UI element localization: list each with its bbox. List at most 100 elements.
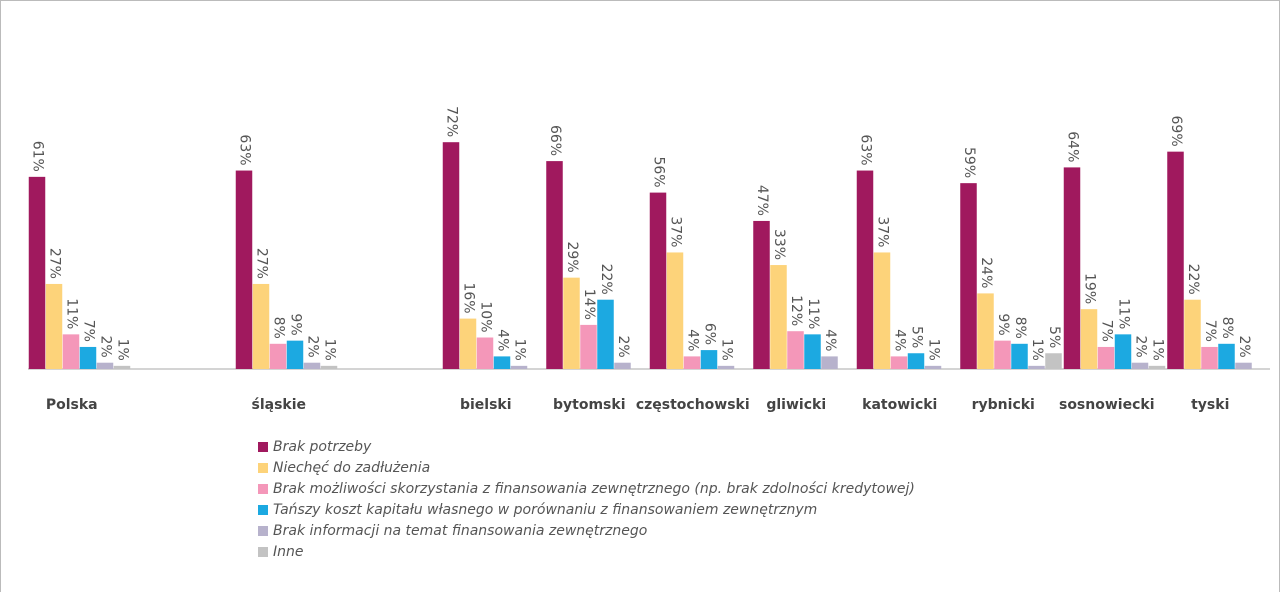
x-tick-label: gliwicki — [766, 397, 826, 413]
bar — [113, 365, 131, 369]
value-label: 33% — [771, 229, 787, 260]
bar — [649, 192, 667, 369]
bar — [614, 362, 631, 369]
legend-label: Niechęć do zadłużenia — [273, 460, 430, 476]
bar — [683, 356, 701, 369]
value-label: 1% — [511, 339, 527, 361]
value-label: 4% — [891, 329, 907, 351]
bar — [770, 265, 787, 369]
value-label: 27% — [253, 248, 269, 279]
value-label: 19% — [1081, 273, 1097, 304]
value-label: 37% — [667, 216, 683, 247]
bar — [1148, 365, 1166, 369]
bar — [459, 318, 477, 369]
bar — [1063, 167, 1081, 369]
bar — [442, 142, 460, 369]
value-label: 1% — [321, 339, 337, 361]
value-label: 63% — [857, 134, 873, 165]
value-label: 72% — [443, 106, 459, 137]
value-label: 12% — [788, 295, 804, 326]
value-label: 1% — [1029, 339, 1045, 361]
bar — [1218, 343, 1235, 369]
bar — [269, 343, 287, 369]
bar — [977, 293, 994, 369]
value-label: 8% — [1219, 317, 1235, 339]
bar — [1114, 334, 1132, 369]
bar — [320, 365, 338, 369]
bar — [890, 356, 908, 369]
bar — [510, 365, 528, 369]
bar — [1184, 299, 1201, 369]
value-label: 22% — [1185, 264, 1201, 295]
bar — [804, 334, 821, 369]
value-label: 27% — [46, 248, 62, 279]
value-label: 4% — [494, 329, 510, 351]
x-tick-label: Polska — [46, 397, 98, 413]
bar — [493, 356, 511, 369]
legend-marker — [258, 547, 268, 557]
bar — [994, 340, 1011, 369]
x-tick-label: bielski — [460, 397, 512, 413]
legend-label: Tańszy koszt kapitału własnego w porówna… — [273, 502, 817, 518]
bar — [563, 277, 580, 369]
x-tick-label: częstochowski — [636, 397, 750, 413]
bar — [1201, 346, 1218, 369]
bar — [1045, 353, 1062, 369]
value-label: 1% — [718, 339, 734, 361]
value-label: 5% — [1046, 326, 1062, 348]
bar — [62, 334, 80, 369]
legend-label: Inne — [273, 544, 304, 560]
bar — [45, 283, 63, 369]
value-label: 1% — [925, 339, 941, 361]
bar — [580, 324, 597, 369]
bar — [476, 337, 494, 369]
bar — [717, 365, 735, 369]
legend-marker — [258, 463, 268, 473]
value-label: 2% — [1236, 335, 1252, 357]
value-label: 16% — [460, 282, 476, 313]
bar — [787, 331, 804, 369]
value-label: 10% — [477, 301, 493, 332]
value-label: 9% — [287, 313, 303, 335]
value-label: 6% — [701, 323, 717, 345]
bar — [286, 340, 304, 369]
bar — [821, 356, 838, 369]
bar — [666, 252, 684, 369]
value-label: 1% — [114, 339, 130, 361]
bar — [1235, 362, 1252, 369]
value-label: 29% — [564, 242, 580, 273]
value-label: 61% — [29, 141, 45, 172]
value-label: 7% — [1202, 320, 1218, 342]
value-label: 69% — [1168, 116, 1184, 147]
bar — [753, 220, 770, 369]
x-tick-label: rybnicki — [972, 397, 1035, 413]
bar — [546, 161, 563, 369]
value-label: 7% — [1098, 320, 1114, 342]
bar — [28, 176, 46, 369]
value-label: 66% — [547, 125, 563, 156]
value-label: 11% — [1115, 298, 1131, 329]
legend-marker — [258, 484, 268, 494]
legend-label: Brak możliwości skorzystania z finansowa… — [273, 481, 915, 497]
value-label: 11% — [805, 298, 821, 329]
value-label: 2% — [1132, 335, 1148, 357]
value-label: 22% — [598, 264, 614, 295]
value-label: 8% — [270, 317, 286, 339]
value-label: 64% — [1064, 131, 1080, 162]
value-label: 2% — [615, 335, 631, 357]
legend-label: Brak informacji na temat finansowania ze… — [273, 523, 647, 539]
x-tick-label: śląskie — [251, 397, 306, 413]
bar — [303, 362, 321, 369]
value-label: 47% — [754, 185, 770, 216]
bar — [873, 252, 891, 369]
bar — [924, 365, 942, 369]
value-label: 59% — [961, 147, 977, 178]
bar — [1167, 151, 1184, 369]
bar — [79, 346, 97, 369]
x-tick-label: bytomski — [553, 397, 626, 413]
value-label: 11% — [63, 298, 79, 329]
x-tick-label: katowicki — [862, 397, 937, 413]
value-label: 4% — [684, 329, 700, 351]
legend-marker — [258, 505, 268, 515]
